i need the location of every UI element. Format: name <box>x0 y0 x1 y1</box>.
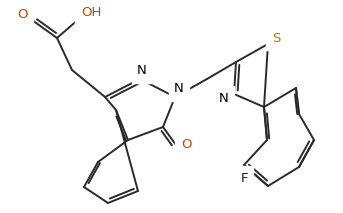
Text: OH: OH <box>81 6 101 19</box>
Text: O: O <box>181 138 191 151</box>
Text: S: S <box>272 32 280 45</box>
Text: F: F <box>240 171 248 184</box>
Text: N: N <box>174 82 184 95</box>
Text: N: N <box>219 92 229 105</box>
Text: N: N <box>137 65 147 78</box>
Text: O: O <box>17 9 27 22</box>
